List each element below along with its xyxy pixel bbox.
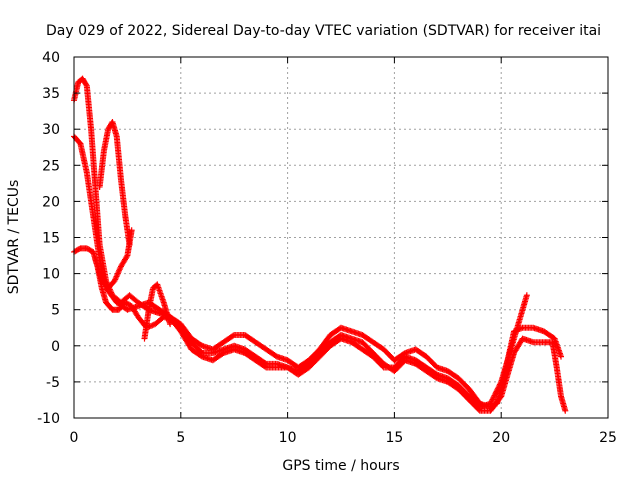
data-point <box>492 389 499 396</box>
y-tick-label: 30 <box>42 122 60 138</box>
y-tick-label: 10 <box>42 267 60 283</box>
y-tick-label: 5 <box>51 303 60 319</box>
data-point <box>494 387 501 394</box>
data-point <box>523 292 530 299</box>
y-tick-label: 0 <box>51 339 60 355</box>
data-point <box>262 363 269 370</box>
grid <box>74 57 608 418</box>
series-track-c <box>71 245 530 411</box>
data-point <box>497 394 504 401</box>
data-point <box>496 382 503 389</box>
data-point <box>496 381 503 388</box>
x-tick-label: 25 <box>599 430 617 446</box>
data-point <box>494 385 501 392</box>
series-track-f <box>141 281 174 342</box>
chart-title: Day 029 of 2022, Sidereal Day-to-day VTE… <box>46 23 601 39</box>
data-point <box>167 321 174 328</box>
data-point <box>128 227 135 234</box>
data-marks <box>71 75 569 414</box>
data-point <box>558 353 565 360</box>
data-point <box>493 388 500 395</box>
data-point <box>490 395 497 402</box>
y-tick-label: 25 <box>42 158 60 174</box>
x-tick-label: 10 <box>279 430 297 446</box>
x-tick-label: 15 <box>385 430 403 446</box>
x-tick-label: 0 <box>70 430 79 446</box>
series-track-d <box>96 118 133 248</box>
x-tick-label: 5 <box>176 430 185 446</box>
y-tick-label: -10 <box>37 411 60 427</box>
y-tick-label: -5 <box>46 375 60 391</box>
data-point <box>487 400 494 407</box>
x-axis-label: GPS time / hours <box>282 458 399 474</box>
y-tick-label: 15 <box>42 231 60 247</box>
data-point <box>490 393 497 400</box>
data-point <box>123 253 130 260</box>
data-point <box>488 397 495 404</box>
data-point <box>230 332 237 339</box>
axis-ticks: 0 5 10 15 20 25 -10 -5 0 5 10 15 20 25 30 35 40 <box>37 50 617 446</box>
y-tick-label: 40 <box>42 50 60 66</box>
data-point <box>497 380 504 387</box>
y-axis-label: SDTVAR / TECUs <box>6 180 22 295</box>
x-tick-label: 20 <box>492 430 510 446</box>
data-point <box>488 399 495 406</box>
data-point <box>495 384 502 391</box>
y-tick-label: 35 <box>42 86 60 102</box>
data-point <box>491 392 498 399</box>
data-point <box>83 81 90 88</box>
series-track-e <box>92 227 135 292</box>
data-point <box>562 407 569 414</box>
data-point <box>492 391 499 398</box>
data-point <box>489 396 496 403</box>
y-tick-label: 20 <box>42 194 60 210</box>
